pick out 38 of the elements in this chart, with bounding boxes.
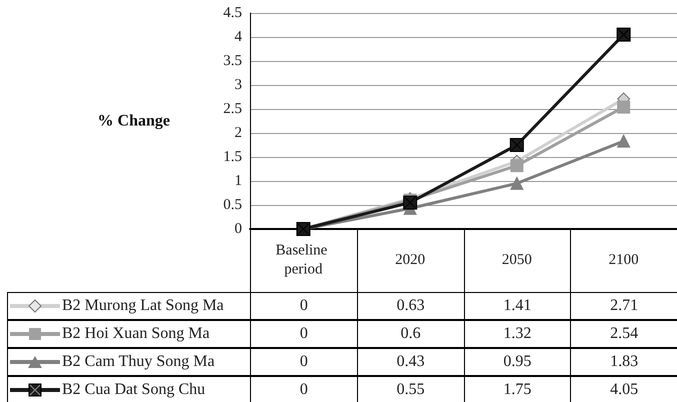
- data-label: 1.83: [570, 348, 677, 376]
- data-label: 4.05: [570, 376, 677, 402]
- y-tick-label: 2.5: [223, 101, 242, 117]
- data-label: 2.71: [570, 292, 677, 320]
- data-label: 0.6: [356, 320, 464, 348]
- legend-label: B2 Murong Lat Song Ma: [62, 297, 224, 315]
- data-label: 2.54: [570, 320, 677, 348]
- legend-label: B2 Cam Thuy Song Ma: [62, 353, 215, 371]
- y-tick-label: 0: [234, 221, 242, 237]
- y-tick-label: 3: [234, 77, 242, 93]
- legend-label: B2 Hoi Xuan Song Ma: [62, 325, 210, 343]
- data-label: 1.32: [464, 320, 570, 348]
- x-tick-label: 2020: [395, 252, 426, 268]
- y-tick-label: 3.5: [223, 53, 242, 69]
- data-label: 0.63: [356, 292, 464, 320]
- point: [617, 100, 630, 114]
- point: [617, 134, 630, 148]
- point: [510, 159, 524, 172]
- y-tick-label: 4: [234, 29, 242, 45]
- x-tick-label: 2050: [502, 252, 532, 268]
- data-label: 1.75: [464, 376, 570, 402]
- y-tick-label: 2: [234, 125, 242, 141]
- data-label: 0.55: [356, 376, 464, 402]
- x-tick-label: Baseline period: [276, 242, 332, 278]
- data-label: 1.41: [464, 292, 570, 320]
- point: [510, 176, 524, 190]
- y-axis-title: % Change: [98, 112, 170, 130]
- point: [403, 196, 418, 210]
- y-tick-label: 4.5: [223, 5, 242, 21]
- x-tick-label: 2100: [608, 252, 639, 268]
- y-tick-label: 1.5: [223, 149, 242, 165]
- data-label: 0.95: [464, 348, 570, 376]
- point: [510, 138, 524, 152]
- point: [616, 28, 631, 42]
- legend-label: B2 Cua Dat Song Chu: [62, 381, 206, 399]
- data-label: 0.43: [356, 348, 464, 376]
- y-tick-label: 1: [234, 173, 242, 189]
- y-tick-label: 0.5: [223, 197, 242, 213]
